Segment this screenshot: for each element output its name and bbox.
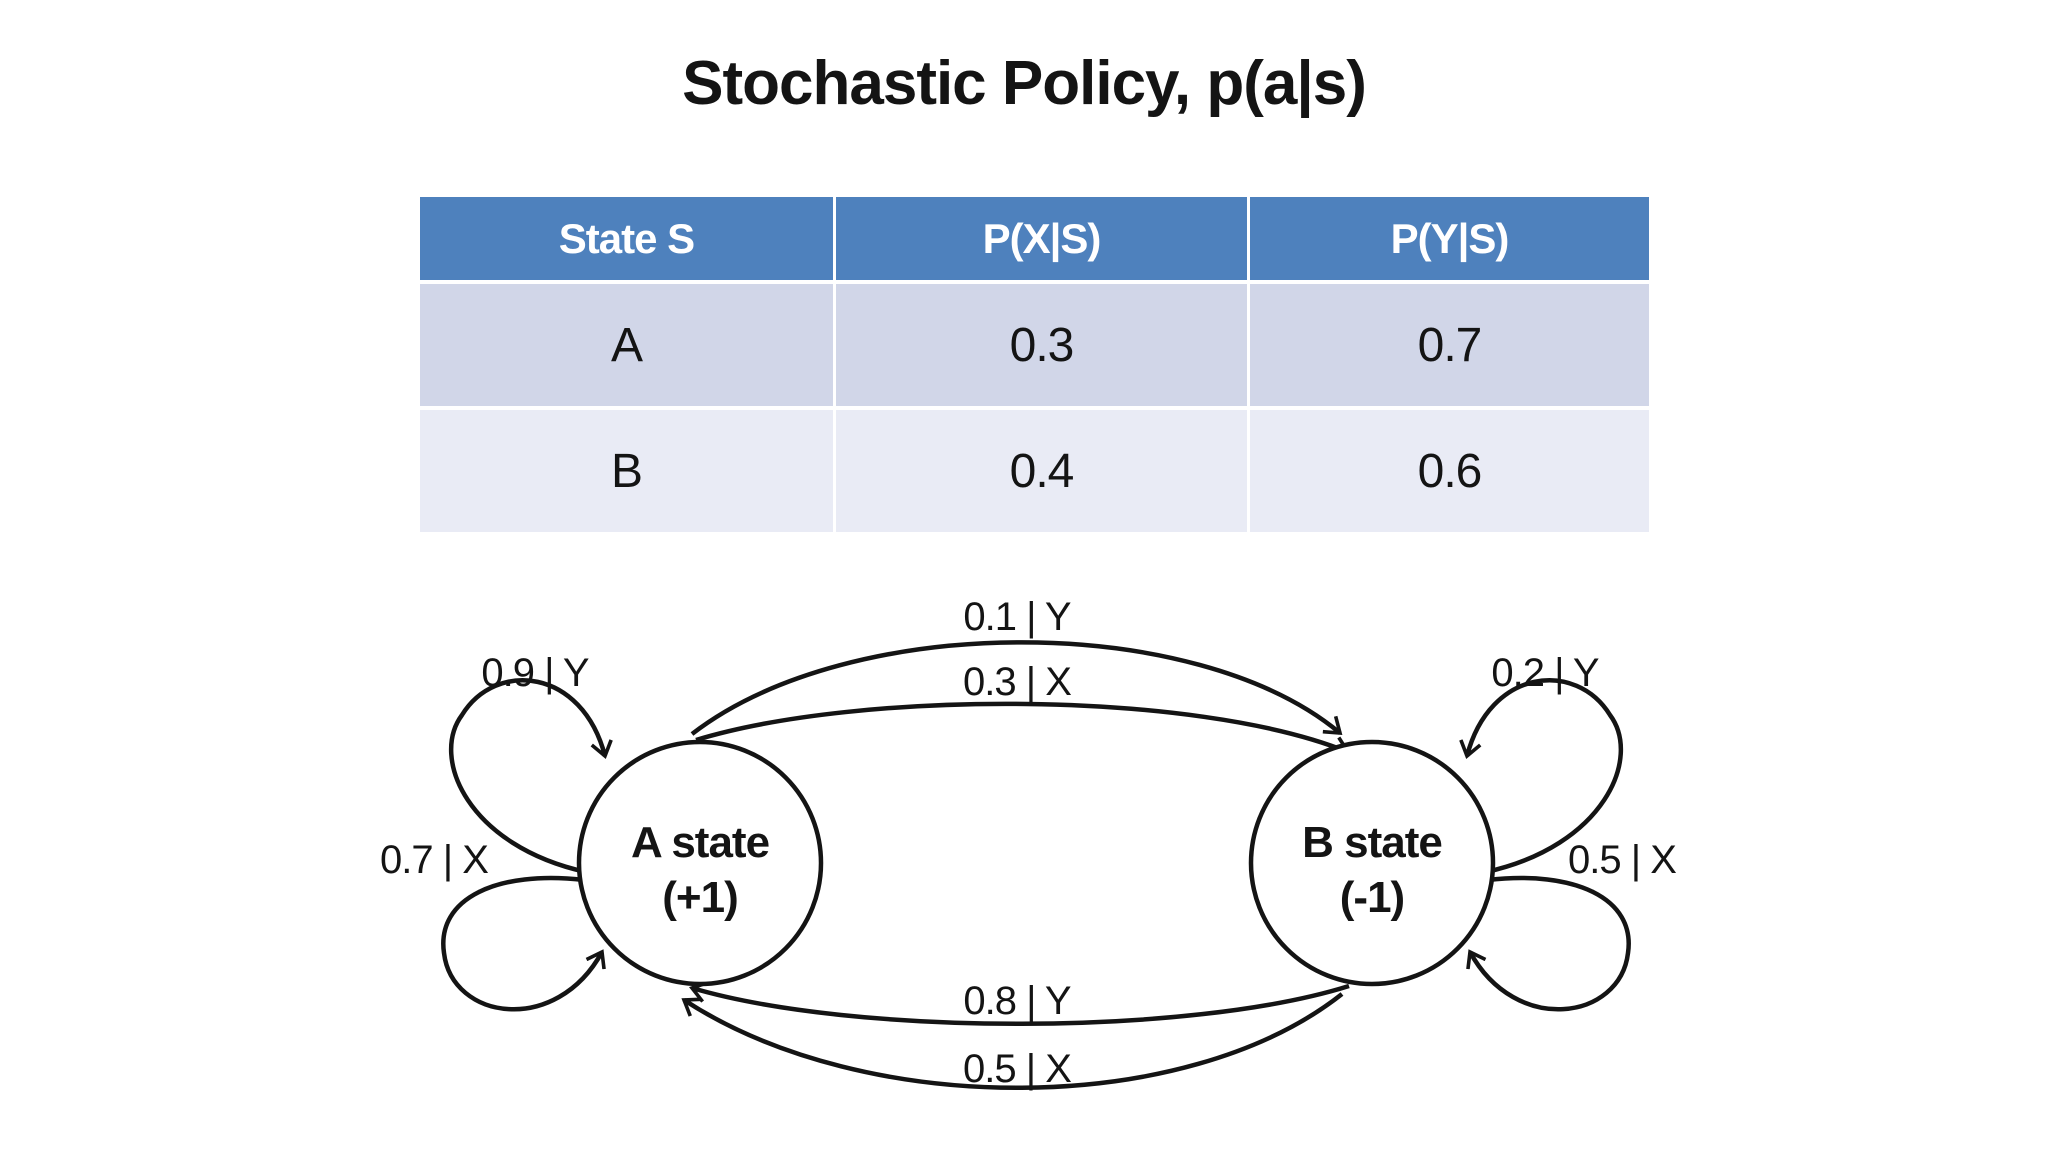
self-loop-b-bottom-label: 0.5 | X [1568,838,1676,882]
cell-row-a-pys: 0.7 [1250,284,1649,406]
state-b-reward: (-1) [1340,873,1404,922]
self-loop-a-bottom-label: 0.7 | X [380,838,488,882]
self-loop-a-top [448,678,605,875]
self-loop-a-top-label: 0.9 | Y [481,651,589,695]
cell-row-b-state: B [420,410,833,532]
cell-row-b-pxs: 0.4 [836,410,1247,532]
self-loop-b-bottom [1470,875,1631,1012]
self-loop-b-top-label: 0.2 | Y [1491,651,1599,695]
state-a-circle [576,739,824,987]
state-b-circle [1248,739,1496,987]
state-b-name: B state [1302,818,1442,867]
edge-b-to-a-inner-label: 0.8 | Y [963,979,1071,1023]
edge-a-to-b-inner [695,701,1348,752]
self-loop-b-top [1467,678,1624,875]
edge-a-to-b-outer-label: 0.1 | Y [963,595,1071,639]
cell-row-a-state: A [420,284,833,406]
state-a-reward: (+1) [662,873,737,922]
page-title: Stochastic Policy, p(a|s) [682,49,1367,118]
cell-row-b-pys: 0.6 [1250,410,1649,532]
column-header-pxs: P(X|S) [836,197,1247,280]
edge-b-to-a-outer [684,992,1344,1090]
column-header-pys: P(Y|S) [1250,197,1649,280]
policy-table: State S P(X|S) P(Y|S) A 0.3 0.7 B 0.4 0.… [420,197,1649,532]
state-a-name: A state [631,818,769,867]
edge-b-to-a-inner [692,986,1350,1026]
column-header-state: State S [420,197,833,280]
cell-row-a-pxs: 0.3 [836,284,1247,406]
edge-a-to-b-outer [690,640,1340,736]
edge-a-to-b-inner-label: 0.3 | X [963,660,1071,704]
self-loop-a-bottom [441,875,602,1012]
edge-b-to-a-outer-label: 0.5 | X [963,1047,1071,1091]
